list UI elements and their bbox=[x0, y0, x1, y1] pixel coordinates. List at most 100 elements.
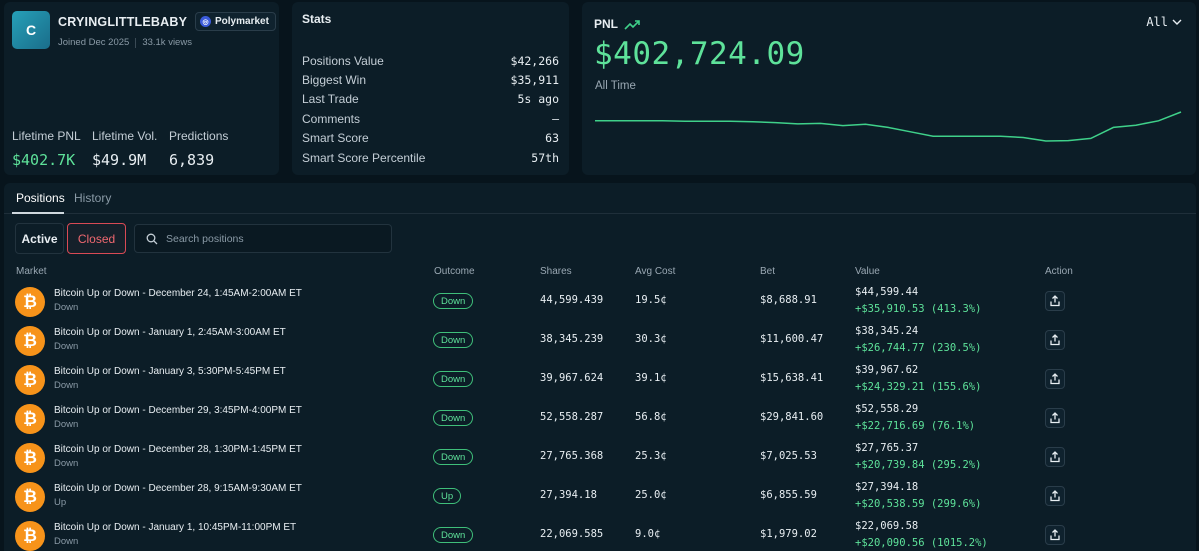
market-title[interactable]: Bitcoin Up or Down - January 1, 10:45PM-… bbox=[54, 522, 297, 533]
bitcoin-icon: ₿ bbox=[15, 326, 45, 356]
shares-cell: 27,765.368 bbox=[540, 450, 604, 462]
lifetime-volume-value: $49.9M bbox=[92, 151, 147, 169]
stat-value: 63 bbox=[545, 131, 559, 145]
market-side: Down bbox=[54, 380, 79, 391]
share-icon bbox=[1050, 295, 1060, 307]
pnl-line bbox=[595, 111, 1182, 142]
table-row[interactable]: ₿ Bitcoin Up or Down - January 1, 10:45P… bbox=[4, 516, 1196, 551]
bitcoin-icon: ₿ bbox=[15, 404, 45, 434]
stat-row: Comments – bbox=[302, 112, 559, 126]
value-cell: $27,765.37 bbox=[855, 442, 919, 454]
stat-row: Smart Score Percentile 57th bbox=[302, 151, 559, 165]
shares-cell: 38,345.239 bbox=[540, 333, 604, 345]
bet-cell: $11,600.47 bbox=[760, 333, 824, 345]
bitcoin-icon: ₿ bbox=[15, 521, 45, 551]
bet-cell: $6,855.59 bbox=[760, 489, 817, 501]
avg-cost-cell: 56.8¢ bbox=[635, 411, 667, 423]
market-side: Down bbox=[54, 302, 79, 313]
range-selector[interactable]: All bbox=[1146, 15, 1182, 29]
table-row[interactable]: ₿ Bitcoin Up or Down - January 1, 2:45AM… bbox=[4, 321, 1196, 360]
chevron-down-icon bbox=[1172, 19, 1182, 25]
outcome-badge: Down bbox=[433, 449, 474, 465]
tab-positions[interactable]: Positions bbox=[16, 191, 65, 205]
table-row[interactable]: ₿ Bitcoin Up or Down - January 3, 5:30PM… bbox=[4, 360, 1196, 399]
avg-cost-cell: 30.3¢ bbox=[635, 333, 667, 345]
share-icon bbox=[1050, 451, 1060, 463]
column-header-bet[interactable]: Bet bbox=[760, 266, 776, 277]
shares-cell: 22,069.585 bbox=[540, 528, 604, 540]
pnl-cell: +$35,910.53 (413.3%) bbox=[855, 303, 982, 315]
tab-history[interactable]: History bbox=[74, 191, 112, 205]
share-button[interactable] bbox=[1045, 525, 1065, 545]
outcome-badge: Down bbox=[433, 293, 474, 309]
search-input[interactable] bbox=[166, 232, 366, 245]
bet-cell: $8,688.91 bbox=[760, 294, 817, 306]
stat-label: Last Trade bbox=[302, 92, 359, 106]
pnl-cell: +$20,739.84 (295.2%) bbox=[855, 459, 982, 471]
column-header-shares[interactable]: Shares bbox=[540, 266, 572, 277]
table-row[interactable]: ₿ Bitcoin Up or Down - December 24, 1:45… bbox=[4, 282, 1196, 321]
pnl-cell: +$24,329.21 (155.6%) bbox=[855, 381, 982, 393]
view-count: 33.1k views bbox=[142, 37, 192, 48]
table-row[interactable]: ₿ Bitcoin Up or Down - December 29, 3:45… bbox=[4, 399, 1196, 438]
value-cell: $44,599.44 bbox=[855, 286, 919, 298]
market-title[interactable]: Bitcoin Up or Down - January 3, 5:30PM-5… bbox=[54, 366, 286, 377]
share-button[interactable] bbox=[1045, 369, 1065, 389]
avg-cost-cell: 25.0¢ bbox=[635, 489, 667, 501]
table-row[interactable]: ₿ Bitcoin Up or Down - December 28, 1:30… bbox=[4, 438, 1196, 477]
stat-value: 57th bbox=[531, 151, 559, 165]
polymarket-badge[interactable]: ◎ Polymarket bbox=[195, 12, 276, 31]
stat-label: Biggest Win bbox=[302, 73, 367, 87]
stat-row: Last Trade 5s ago bbox=[302, 92, 559, 106]
value-cell: $27,394.18 bbox=[855, 481, 919, 493]
market-title[interactable]: Bitcoin Up or Down - January 1, 2:45AM-3… bbox=[54, 327, 286, 338]
market-title[interactable]: Bitcoin Up or Down - December 28, 9:15AM… bbox=[54, 483, 302, 494]
column-header-avg-cost[interactable]: Avg Cost bbox=[635, 266, 676, 277]
pnl-label: PNL bbox=[594, 17, 618, 31]
outcome-badge: Down bbox=[433, 371, 474, 387]
stat-value: 5s ago bbox=[517, 92, 559, 106]
stat-value: – bbox=[552, 112, 559, 126]
share-icon bbox=[1050, 490, 1060, 502]
column-header-outcome[interactable]: Outcome bbox=[434, 266, 475, 277]
share-button[interactable] bbox=[1045, 486, 1065, 506]
market-side: Down bbox=[54, 536, 79, 547]
market-title[interactable]: Bitcoin Up or Down - December 28, 1:30PM… bbox=[54, 444, 302, 455]
outcome-badge: Up bbox=[433, 488, 462, 504]
avg-cost-cell: 19.5¢ bbox=[635, 294, 667, 306]
market-side: Up bbox=[54, 497, 67, 508]
market-side: Down bbox=[54, 419, 79, 430]
stat-label: Comments bbox=[302, 112, 361, 126]
share-button[interactable] bbox=[1045, 291, 1065, 311]
share-button[interactable] bbox=[1045, 408, 1065, 428]
pnl-amount: $402,724.09 bbox=[594, 36, 805, 72]
bitcoin-icon: ₿ bbox=[15, 287, 45, 317]
market-title[interactable]: Bitcoin Up or Down - December 24, 1:45AM… bbox=[54, 288, 302, 299]
bet-cell: $29,841.60 bbox=[760, 411, 824, 423]
search-icon bbox=[146, 233, 158, 244]
predictions-value: 6,839 bbox=[169, 151, 215, 169]
avatar[interactable]: C bbox=[12, 11, 50, 49]
filter-active-button[interactable]: Active bbox=[15, 223, 64, 254]
market-title[interactable]: Bitcoin Up or Down - December 29, 3:45PM… bbox=[54, 405, 302, 416]
column-header-action[interactable]: Action bbox=[1045, 266, 1073, 277]
pnl-period-label: All Time bbox=[595, 80, 636, 92]
column-header-market[interactable]: Market bbox=[16, 266, 47, 277]
shares-cell: 52,558.287 bbox=[540, 411, 604, 423]
market-side: Down bbox=[54, 458, 79, 469]
share-button[interactable] bbox=[1045, 447, 1065, 467]
value-cell: $39,967.62 bbox=[855, 364, 919, 376]
bet-cell: $1,979.02 bbox=[760, 528, 817, 540]
divider bbox=[135, 38, 137, 48]
search-box[interactable] bbox=[134, 224, 392, 253]
tab-bar: Positions History bbox=[4, 183, 1196, 214]
column-header-value[interactable]: Value bbox=[855, 266, 880, 277]
stats-title: Stats bbox=[302, 12, 332, 26]
stat-row: Biggest Win $35,911 bbox=[302, 73, 559, 87]
filter-closed-button[interactable]: Closed bbox=[67, 223, 126, 254]
stats-card: Stats Positions Value $42,266 Biggest Win… bbox=[292, 2, 569, 175]
lifetime-volume-label: Lifetime Vol. bbox=[92, 129, 158, 143]
table-row[interactable]: ₿ Bitcoin Up or Down - December 28, 9:15… bbox=[4, 477, 1196, 516]
pnl-cell: +$20,090.56 (1015.2%) bbox=[855, 537, 988, 549]
share-button[interactable] bbox=[1045, 330, 1065, 350]
